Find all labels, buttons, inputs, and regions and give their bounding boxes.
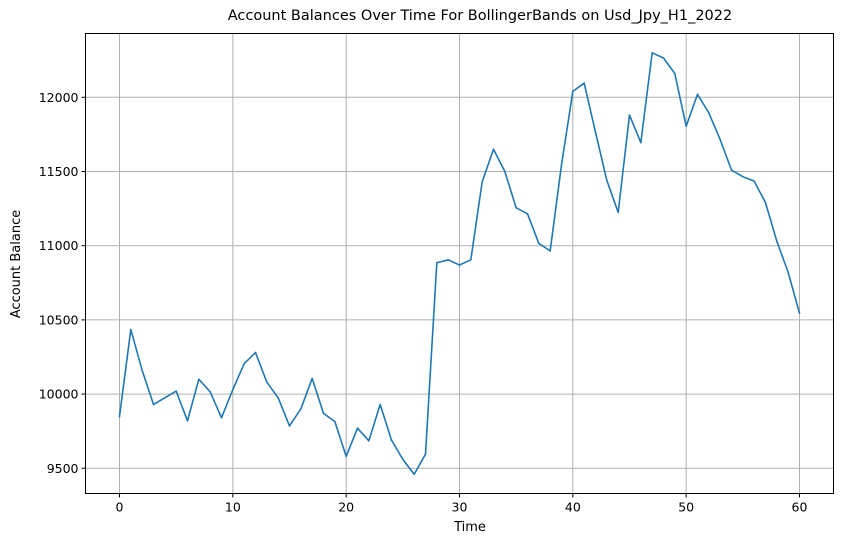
plot-area <box>118 51 801 476</box>
data-point <box>424 453 427 455</box>
data-point <box>719 138 721 141</box>
data-point <box>141 369 143 372</box>
data-point <box>356 427 359 430</box>
data-point <box>198 378 200 381</box>
data-point <box>175 390 177 392</box>
data-point <box>186 419 189 422</box>
y-axis-label: Account Balance <box>9 210 24 318</box>
data-point <box>753 180 755 182</box>
y-tick-label: 11000 <box>39 238 79 253</box>
data-point <box>288 425 291 427</box>
data-point <box>447 258 449 261</box>
grid-lines <box>85 33 834 494</box>
data-point <box>118 415 121 418</box>
y-tick-label: 10000 <box>39 387 79 402</box>
data-point <box>164 396 166 399</box>
data-point <box>538 242 540 245</box>
data-point <box>515 207 517 209</box>
data-point <box>776 240 778 243</box>
y-tick-label: 12000 <box>39 90 79 105</box>
data-point <box>232 388 234 391</box>
data-point <box>243 362 245 365</box>
data-point <box>152 403 155 406</box>
data-point <box>413 473 415 476</box>
data-point <box>662 57 665 59</box>
data-point <box>492 148 495 151</box>
data-point <box>345 455 347 458</box>
y-tick-label: 9500 <box>47 461 79 476</box>
y-tick-label: 11500 <box>39 164 79 179</box>
data-point <box>798 312 801 315</box>
x-tick-label: 50 <box>678 500 694 515</box>
data-point <box>674 72 676 75</box>
data-point <box>594 131 597 133</box>
data-point <box>685 125 687 128</box>
data-point <box>220 417 223 419</box>
data-point <box>368 440 370 442</box>
data-point <box>436 261 438 264</box>
data-point <box>390 439 393 441</box>
data-point <box>560 164 563 166</box>
data-point <box>402 458 404 461</box>
data-point <box>300 408 302 410</box>
data-point <box>606 179 608 182</box>
data-point <box>742 175 744 178</box>
data-point <box>651 51 653 54</box>
x-tick-label: 60 <box>792 500 808 515</box>
data-point <box>787 271 789 274</box>
data-point <box>458 264 461 266</box>
data-point <box>640 141 642 144</box>
data-point <box>708 112 710 114</box>
x-tick-label: 40 <box>565 500 581 515</box>
y-axis: 9500 10000 10500 11000 11500 12000 <box>39 90 86 476</box>
data-point <box>266 381 268 384</box>
x-tick-label: 30 <box>452 500 468 515</box>
data-point <box>334 420 336 423</box>
data-point <box>504 170 506 173</box>
data-point <box>617 211 619 214</box>
data-point <box>254 351 257 354</box>
data-point <box>379 403 381 406</box>
x-tick-label: 10 <box>225 500 241 515</box>
data-point <box>583 82 585 85</box>
data-point <box>628 114 631 116</box>
x-axis-label: Time <box>453 520 486 535</box>
data-point <box>470 258 472 261</box>
x-tick-label: 20 <box>338 500 354 515</box>
data-point <box>311 377 313 380</box>
data-point <box>526 212 529 215</box>
data-point <box>549 250 551 252</box>
data-point <box>209 391 211 393</box>
data-point <box>130 328 132 331</box>
y-tick-label: 10500 <box>39 312 79 327</box>
data-point <box>481 181 483 183</box>
chart-title: Account Balances Over Time For Bollinger… <box>228 8 732 24</box>
x-tick-label: 0 <box>116 500 124 515</box>
data-point <box>572 90 574 93</box>
data-point <box>696 93 699 96</box>
data-point <box>764 201 767 204</box>
data-point <box>322 412 325 415</box>
x-axis: 0 10 20 30 40 50 60 <box>116 493 808 515</box>
data-point <box>277 396 279 399</box>
data-point <box>730 169 733 171</box>
